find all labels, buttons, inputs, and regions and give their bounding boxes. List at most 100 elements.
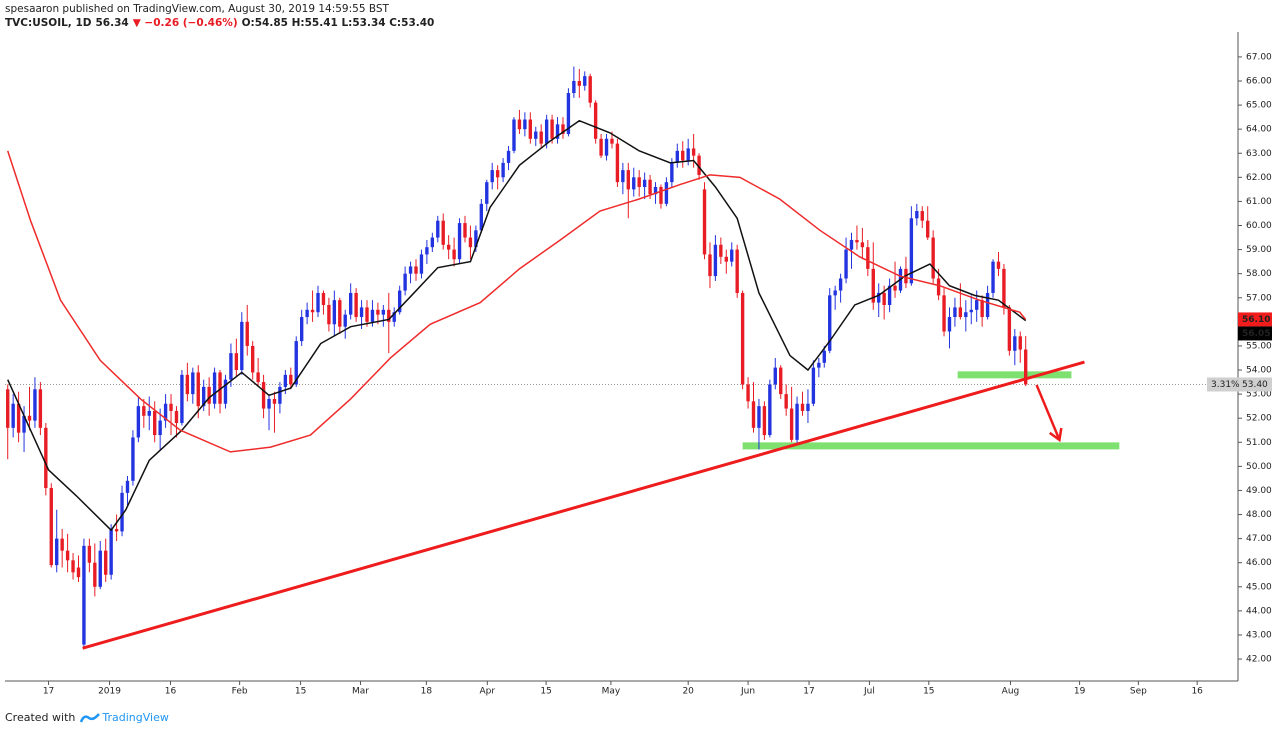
- y-tick-label: 65.00: [1246, 101, 1272, 111]
- footer: Created with TradingView: [5, 711, 169, 724]
- candle-body: [1007, 307, 1012, 351]
- candle-body: [506, 150, 511, 163]
- y-tick-label: 48.00: [1246, 510, 1272, 520]
- candle-body: [131, 437, 135, 481]
- y-tick-label: 67.00: [1246, 52, 1272, 62]
- candle-body: [926, 220, 930, 238]
- candle-body: [561, 124, 565, 134]
- candle-body: [82, 545, 86, 645]
- candle-body: [153, 410, 157, 436]
- candle-body: [893, 285, 897, 291]
- candle-body: [332, 300, 337, 325]
- candle-body: [909, 218, 914, 284]
- candle-body: [762, 406, 767, 436]
- candle-body: [969, 309, 973, 313]
- candle-body: [174, 410, 179, 424]
- price-label-box: [1238, 326, 1272, 341]
- x-tick-label: Apr: [480, 687, 496, 697]
- candle-body: [474, 230, 478, 248]
- candle-body: [463, 223, 467, 238]
- candle-body: [887, 285, 892, 305]
- y-tick-label: 44.00: [1246, 606, 1272, 616]
- candle-body: [430, 237, 435, 248]
- candle-body: [191, 372, 195, 395]
- candle-body: [855, 239, 859, 243]
- candle-body: [381, 309, 386, 315]
- candle-body: [147, 410, 151, 416]
- candle-body: [16, 403, 21, 433]
- candle-body: [501, 162, 505, 178]
- candle-body: [817, 362, 821, 368]
- candle-body: [534, 131, 538, 139]
- candle-body: [87, 545, 92, 563]
- candle-body: [240, 321, 244, 371]
- candle-body: [403, 273, 407, 291]
- candle-body: [702, 189, 707, 255]
- moving-average: [7, 150, 1027, 453]
- x-tick-label: 16: [165, 687, 177, 697]
- candle-body: [871, 268, 875, 303]
- x-tick-label: 15: [923, 687, 934, 697]
- candle-body: [800, 403, 805, 411]
- candle-body: [539, 131, 543, 144]
- candle-body: [860, 242, 865, 248]
- candle-body: [724, 256, 728, 262]
- candle-body: [583, 76, 587, 86]
- y-tick-label: 61.00: [1246, 197, 1272, 207]
- y-tick-label: 50.00: [1246, 462, 1272, 472]
- candle-body: [327, 304, 331, 325]
- candle-body: [675, 150, 679, 163]
- moving-average: [7, 119, 1027, 532]
- candle-body: [838, 278, 843, 291]
- candle-body: [773, 367, 777, 385]
- candle-body: [806, 403, 810, 411]
- candle-body: [996, 261, 1001, 269]
- candle-body: [566, 93, 571, 134]
- candle-body: [457, 223, 462, 260]
- candle-body: [27, 415, 32, 421]
- candle-body: [365, 307, 369, 322]
- last-price-box: [1207, 377, 1272, 392]
- candle-body: [202, 386, 206, 407]
- candle-body: [975, 300, 979, 310]
- chart: 42.00 43.00 44.00 45.00 46.00 47.00 48.00 49.00…: [5, 32, 1272, 697]
- candle-body: [746, 384, 750, 402]
- candle-body: [6, 389, 10, 428]
- candle-body: [229, 353, 233, 380]
- candle-body: [572, 80, 576, 94]
- y-tick-label: 66.00: [1246, 76, 1272, 86]
- candle-body: [512, 119, 516, 151]
- candle-body: [71, 560, 75, 573]
- candle-body: [495, 170, 500, 178]
- candle-body: [479, 203, 484, 231]
- candle-body: [60, 538, 64, 551]
- candle-body: [844, 249, 848, 279]
- y-tick-label: 42.00: [1246, 655, 1272, 665]
- y-tick-label: 54.00: [1246, 366, 1272, 376]
- price-label-box: [1238, 312, 1272, 327]
- candle-body: [370, 309, 375, 322]
- candle-body: [11, 403, 15, 428]
- candle-body: [577, 80, 581, 86]
- candle-body: [691, 148, 696, 156]
- x-tick-label: Jul: [863, 687, 875, 697]
- candle-body: [98, 550, 102, 587]
- candle-body: [849, 239, 854, 250]
- candle-body: [376, 309, 380, 315]
- candle-body: [686, 148, 690, 161]
- candle-body: [65, 550, 70, 561]
- candle-body: [180, 374, 184, 424]
- candle-body: [294, 341, 298, 385]
- candle-body: [338, 300, 342, 327]
- candle-body: [223, 379, 228, 404]
- candle-body: [343, 314, 347, 327]
- candle-body: [218, 372, 222, 404]
- candle-body: [321, 292, 326, 305]
- candle-body: [425, 247, 429, 255]
- candle-body: [882, 292, 886, 305]
- candle-body: [485, 182, 489, 204]
- candle-body: [354, 292, 358, 318]
- candle-body: [980, 300, 984, 318]
- candle-body: [212, 372, 217, 404]
- candle-body: [441, 220, 445, 245]
